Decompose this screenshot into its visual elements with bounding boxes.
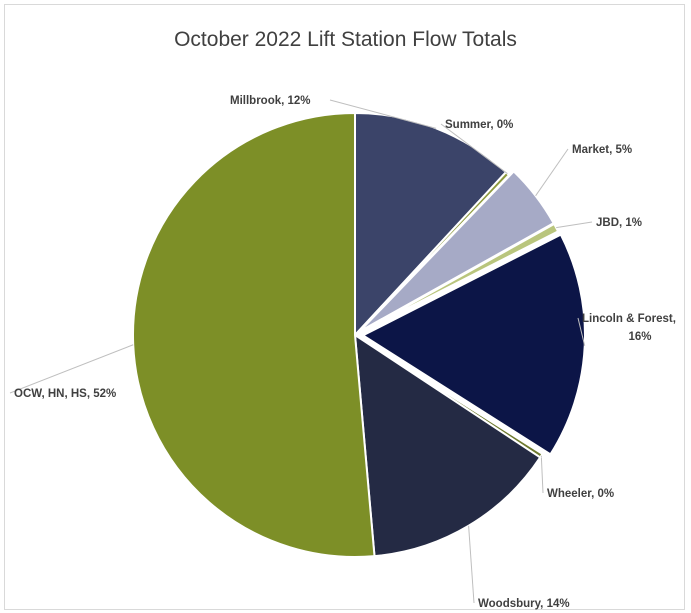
pie-slice: [132, 111, 376, 558]
leader-line: [540, 455, 544, 494]
pie-slice: [354, 111, 508, 338]
leader-line: [9, 344, 134, 394]
leader-line: [535, 148, 569, 197]
leader-line: [440, 123, 508, 175]
data-label: Market, 5%: [572, 144, 632, 156]
leader-line: [577, 317, 586, 346]
data-label: Summer, 0%: [445, 119, 513, 131]
data-label: Woodsbury, 14%: [478, 598, 570, 610]
leader-line: [329, 99, 437, 129]
data-label: Lincoln & Forest, 16%: [582, 313, 676, 343]
leader-line: [468, 525, 475, 604]
pie-slice: [359, 170, 555, 333]
pie-slice: [359, 222, 560, 334]
pie-slice: [353, 333, 542, 558]
data-label: JBD, 1%: [596, 217, 642, 229]
data-label: OCW, HN, HS, 52%: [14, 388, 116, 400]
leader-line: [556, 221, 593, 229]
data-label: Wheeler, 0%: [547, 488, 614, 500]
chart-frame: [4, 4, 685, 610]
chart-title: October 2022 Lift Station Flow Totals: [174, 28, 517, 51]
data-label: Millbrook, 12%: [230, 95, 311, 107]
